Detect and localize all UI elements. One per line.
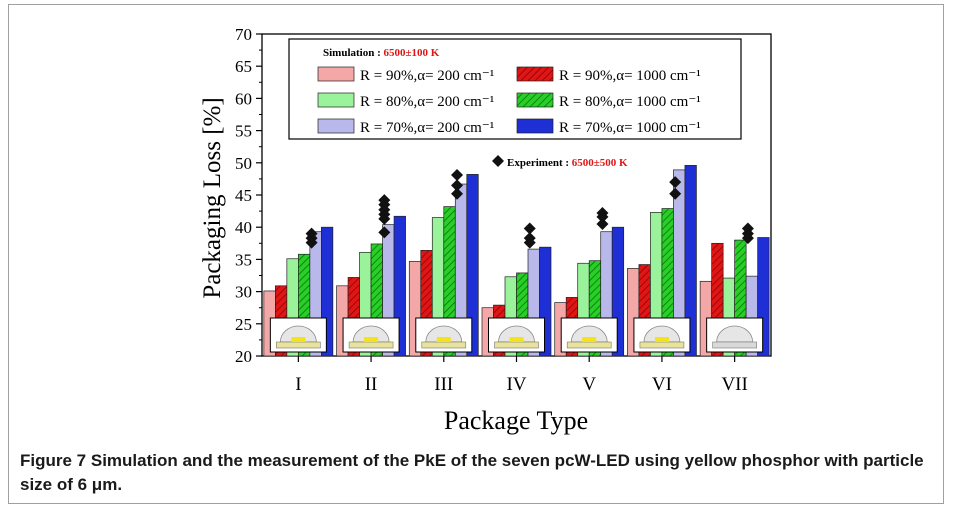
package-dome-icon <box>643 325 681 343</box>
x-tick-label: VII <box>721 374 747 395</box>
x-axis: I II III IV V VI VII <box>295 356 748 395</box>
legend: Simulation : 6500±100 K R = 90%,α= 200 c… <box>288 38 742 169</box>
package-base-icon <box>566 341 612 349</box>
phosphor-layer-icon <box>436 337 451 342</box>
package-base-icon <box>421 341 467 349</box>
y-tick-label: 60 <box>235 89 252 108</box>
bar <box>611 226 625 357</box>
y-tick-label: 30 <box>235 283 252 302</box>
legend-label: R = 90%,α= 200 cm⁻¹ <box>360 68 494 84</box>
x-tick-label: VI <box>652 374 672 395</box>
experiment-point <box>523 232 536 245</box>
experiment-point <box>451 169 464 182</box>
legend-label: R = 70%,α= 200 cm⁻¹ <box>360 120 494 136</box>
experiment-points <box>305 169 754 249</box>
phosphor-layer-icon <box>364 337 379 342</box>
bar <box>466 174 479 357</box>
experiment-point <box>305 227 318 240</box>
y-tick-label: 40 <box>235 218 252 237</box>
package-base-icon <box>712 341 757 349</box>
legend-swatch <box>317 118 355 134</box>
x-tick-label: II <box>365 374 378 395</box>
experiment-point <box>596 217 609 230</box>
y-tick-label: 45 <box>235 186 252 205</box>
phosphor-layer-icon <box>582 337 597 342</box>
y-tick-label: 25 <box>235 315 252 334</box>
y-tick-label: 35 <box>235 250 252 269</box>
package-base-icon <box>494 341 539 349</box>
phosphor-layer-icon <box>654 337 669 342</box>
legend-swatch <box>516 92 554 108</box>
legend-title-label: Simulation : <box>323 47 384 59</box>
experiment-point <box>451 187 464 200</box>
legend-label: R = 90%,α= 1000 cm⁻¹ <box>559 68 701 84</box>
y-tick-label: 70 <box>235 25 252 44</box>
legend-swatch <box>317 66 355 82</box>
caption-text: Simulation and the measurement of the Pk… <box>20 451 924 494</box>
bar <box>757 237 770 357</box>
y-tick-label: 65 <box>235 57 252 76</box>
y-tick-label: 20 <box>235 347 252 366</box>
y-axis-title: Packaging Loss [%] <box>199 97 226 298</box>
package-dome-icon <box>352 325 390 343</box>
y-axis: 20 25 30 35 40 45 50 55 60 65 70 <box>235 25 262 366</box>
legend-box <box>288 38 742 140</box>
phosphor-layer-icon <box>509 337 524 342</box>
experiment-legend-label: Experiment : 6500±500 K <box>507 157 628 169</box>
package-base-icon <box>639 341 685 349</box>
experiment-point <box>596 207 609 220</box>
package-dome-icon <box>425 325 463 343</box>
bar <box>684 165 697 357</box>
bar <box>321 226 334 357</box>
y-tick-label: 50 <box>235 154 252 173</box>
package-dome-icon <box>570 325 608 343</box>
x-tick-label: III <box>434 374 453 395</box>
caption-label: Figure 7 <box>20 451 87 470</box>
package-base-icon <box>276 341 321 349</box>
legend-swatch <box>317 92 355 108</box>
legend-title: Simulation : 6500±100 K <box>323 47 440 59</box>
legend-title-value: 6500±100 K <box>384 47 440 59</box>
experiment-point <box>378 226 391 239</box>
experiment-point <box>669 187 682 200</box>
experiment-point <box>741 222 754 235</box>
x-tick-label: I <box>295 374 301 395</box>
experiment-point <box>451 179 464 192</box>
experiment-legend-diamond <box>492 155 504 167</box>
bar <box>393 215 406 357</box>
phosphor-layer-icon <box>291 337 306 342</box>
legend-label: R = 80%,α= 200 cm⁻¹ <box>360 94 494 110</box>
x-tick-label: IV <box>506 374 526 395</box>
package-base-icon <box>348 341 394 349</box>
package-dome-icon <box>716 325 754 343</box>
bar-series <box>263 165 770 357</box>
experiment-point <box>523 222 536 235</box>
legend-swatch <box>516 66 554 82</box>
x-tick-label: V <box>582 374 596 395</box>
legend-label: R = 80%,α= 1000 cm⁻¹ <box>559 94 701 110</box>
package-illustrations <box>269 317 764 353</box>
bar <box>539 246 552 357</box>
experiment-label: Experiment : <box>507 157 572 169</box>
package-dome-icon <box>498 325 535 343</box>
x-axis-title: Package Type <box>444 406 588 435</box>
experiment-label-value: 6500±500 K <box>572 157 628 169</box>
package-dome-icon <box>279 325 317 343</box>
legend-label: R = 70%,α= 1000 cm⁻¹ <box>559 120 701 136</box>
experiment-point <box>669 176 682 189</box>
y-tick-label: 55 <box>235 122 252 141</box>
experiment-point <box>378 194 391 207</box>
legend-swatch <box>516 118 554 134</box>
figure-caption: Figure 7 Simulation and the measurement … <box>20 449 935 497</box>
